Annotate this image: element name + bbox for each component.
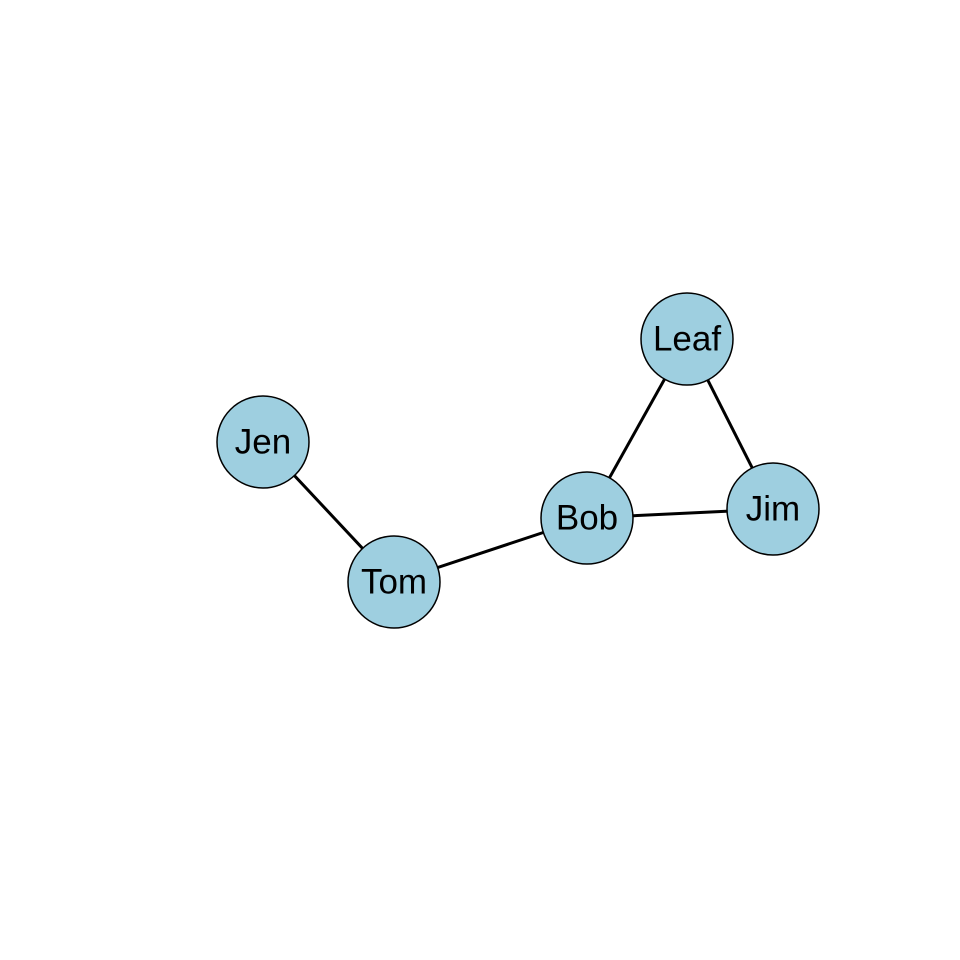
node-label-bob: Bob xyxy=(556,499,618,538)
node-circle-tom xyxy=(347,535,441,629)
node-label-tom: Tom xyxy=(361,563,427,602)
node-circle-bob xyxy=(540,471,634,565)
node-leaf: Leaf xyxy=(640,292,734,386)
node-circle-jen xyxy=(216,395,310,489)
node-label-jim: Jim xyxy=(746,490,800,529)
node-circle-leaf xyxy=(640,292,734,386)
node-bob: Bob xyxy=(540,471,634,565)
node-tom: Tom xyxy=(347,535,441,629)
node-jim: Jim xyxy=(726,462,820,556)
node-label-jen: Jen xyxy=(235,423,291,462)
node-circle-jim xyxy=(726,462,820,556)
node-label-leaf: Leaf xyxy=(653,320,721,359)
nodes-layer: Jen Tom Bob Leaf Jim xyxy=(216,292,820,629)
node-jen: Jen xyxy=(216,395,310,489)
